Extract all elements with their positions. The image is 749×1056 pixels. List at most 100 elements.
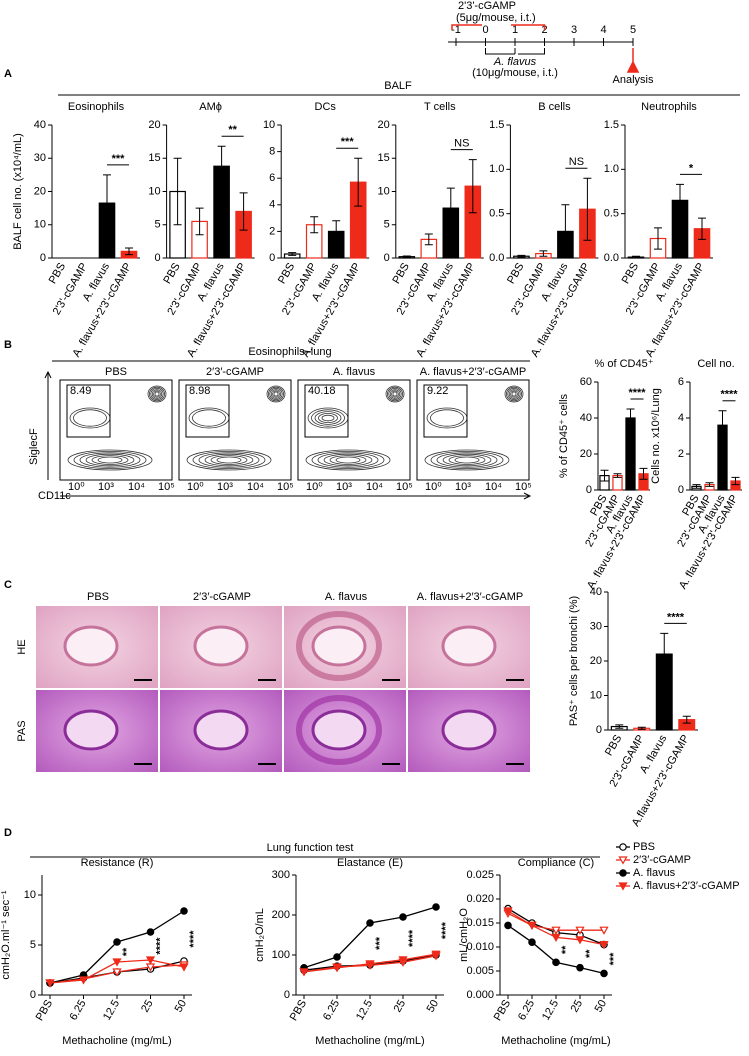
- flow-gate-value: 8.49: [70, 385, 91, 397]
- flow-gate: [304, 384, 349, 438]
- marker: [332, 964, 342, 973]
- error-bar: [705, 482, 714, 487]
- y-axis-label: mL/cmH₂O: [458, 908, 470, 962]
- x-tick-label: PBS: [47, 261, 68, 286]
- x-tick-label: PBS: [492, 998, 513, 1023]
- y-tick-label: 40: [580, 412, 592, 424]
- significance: **: [560, 945, 572, 954]
- flow-y-label: SiglecF: [28, 428, 40, 465]
- analysis-label: Analysis: [613, 74, 654, 86]
- x-tick-label: 6.25: [68, 998, 89, 1023]
- y-tick-label: 5: [154, 219, 160, 231]
- flow-axis-tick: 10⁵: [158, 481, 175, 493]
- y-tick-label: 1.5: [489, 119, 504, 131]
- x-axis-label: Methacholine (mg/mL): [62, 1035, 171, 1047]
- x-tick-label: 25: [569, 998, 586, 1015]
- histology-group: A. flavus+2′3′-cGAMP: [417, 591, 524, 603]
- y-tick-label: 10: [34, 219, 46, 231]
- error-bar: [731, 476, 740, 486]
- chart-title: Eosinophils: [68, 101, 125, 113]
- timeline-day: -1: [451, 24, 461, 36]
- histology-stain: HE: [16, 639, 28, 654]
- treatment-dose: (5μg/mouse, i.t.): [456, 12, 536, 24]
- error-bar: [539, 250, 548, 257]
- flow-x-label: CD11c: [38, 490, 71, 502]
- y-tick-label: 0.000: [466, 989, 494, 1001]
- flow-contour: [273, 391, 279, 397]
- y-tick-label: 20: [148, 119, 160, 131]
- flow-contour: [85, 453, 135, 467]
- flow-contour: [388, 387, 402, 400]
- flow-contour: [269, 387, 283, 400]
- flow-contour: [385, 385, 405, 403]
- significance: ****: [407, 929, 419, 947]
- chart-title: T cells: [424, 101, 456, 113]
- y-tick-label: 2: [678, 448, 684, 460]
- error-bar: [632, 255, 640, 259]
- flow-contour: [430, 409, 464, 427]
- significance: ****: [154, 937, 166, 955]
- y-tick-label: 20: [34, 185, 46, 197]
- error-bar: [637, 726, 646, 730]
- significance: ****: [628, 387, 646, 399]
- y-tick-label: 4: [269, 199, 275, 211]
- y-tick-label: 20: [378, 119, 390, 131]
- marker: [527, 921, 537, 931]
- timeline-day: 1: [512, 24, 518, 36]
- y-tick-label: 2: [269, 225, 275, 237]
- y-tick-label: 0.5: [604, 208, 619, 220]
- chart-title: Cell no.: [697, 358, 734, 370]
- flow-contour: [314, 411, 342, 425]
- x-tick-label: PBS: [505, 261, 526, 286]
- y-tick-label: 5: [384, 219, 390, 231]
- error-bar: [676, 183, 684, 217]
- flow-gate: [185, 384, 230, 438]
- y-tick-label: 1.0: [489, 163, 504, 175]
- marker: [112, 958, 122, 967]
- flow-contour: [504, 385, 524, 403]
- y-tick-label: 0.0: [604, 252, 619, 264]
- flow-axis-tick: 10⁵: [277, 481, 294, 493]
- x-tick-label: 12.5: [540, 998, 561, 1023]
- marker: [576, 963, 584, 972]
- y-tick-label: 6: [269, 172, 275, 184]
- error-bar: [332, 220, 341, 243]
- y-tick-label: 20: [590, 655, 602, 667]
- marker: [299, 968, 309, 977]
- flow-contour: [210, 455, 248, 465]
- timeline-day: 5: [630, 24, 636, 36]
- flow-contour: [150, 387, 164, 400]
- flow-contour: [389, 389, 401, 399]
- y-tick-label: 0: [384, 252, 390, 264]
- bronchus: [63, 625, 119, 667]
- flow-contour: [192, 409, 226, 427]
- flow-contour: [392, 391, 398, 397]
- marker: [599, 941, 609, 950]
- significance: ****: [720, 389, 738, 401]
- flow-axis-tick: 10⁰: [306, 481, 323, 493]
- y-tick-label: 10: [378, 185, 390, 197]
- flow-contour: [454, 456, 480, 464]
- flow-contour: [153, 390, 161, 398]
- error-bar: [615, 724, 624, 729]
- panel-label: D: [4, 827, 12, 839]
- x-tick-label: 50: [593, 998, 610, 1015]
- flow-y-arrow: [44, 370, 52, 480]
- y-tick-label: 30: [34, 152, 46, 164]
- flow-axis-tick: 10⁴: [247, 481, 264, 493]
- bronchus: [311, 625, 367, 667]
- flow-axis-tick: 10⁰: [68, 481, 85, 493]
- panel-label: C: [4, 579, 12, 591]
- marker: [528, 938, 536, 947]
- error-bar: [424, 233, 433, 246]
- error-bar: [103, 174, 111, 232]
- error-bar: [468, 159, 477, 214]
- flow-contour: [186, 449, 272, 471]
- legend-label: A. flavus+2′3′-cGAMP: [633, 880, 740, 892]
- flow-gate-value: 40.18: [308, 385, 336, 397]
- y-tick-label: 300: [272, 869, 290, 881]
- error-bar: [692, 484, 701, 489]
- marker: [45, 979, 55, 988]
- timeline-day: 4: [600, 24, 606, 36]
